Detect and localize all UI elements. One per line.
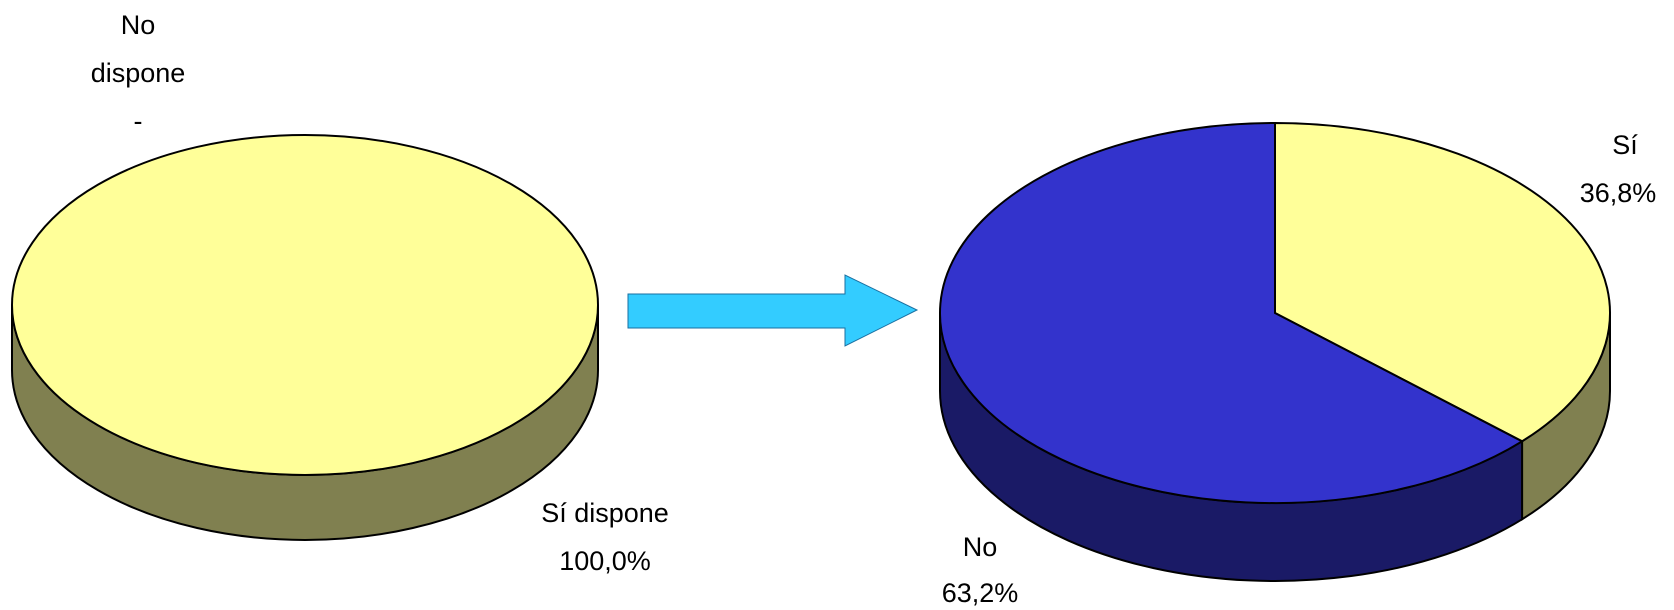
label-no-dispone-value: - <box>133 106 143 136</box>
pie-right-slice-sí <box>1274 121 1611 443</box>
pie-right-slice-no <box>939 121 1525 504</box>
label-si-dispone-value: 100,0% <box>559 546 651 576</box>
label-no-dispone-name-line2: dispone <box>90 58 186 88</box>
label-si-value: 36,8% <box>1579 178 1657 208</box>
label-si-name: Sí <box>1612 130 1638 160</box>
label-no-value: 63,2% <box>941 578 1019 608</box>
pie-chart-after <box>939 121 1611 582</box>
label-si-dispone-name: Sí dispone <box>541 498 669 528</box>
label-no-name: No <box>962 532 998 562</box>
transition-arrow <box>627 274 919 347</box>
label-no-dispone-name-line1: No <box>120 10 156 40</box>
pie-chart-before <box>11 134 599 541</box>
pie-left-slice-sí-dispone <box>11 134 599 476</box>
